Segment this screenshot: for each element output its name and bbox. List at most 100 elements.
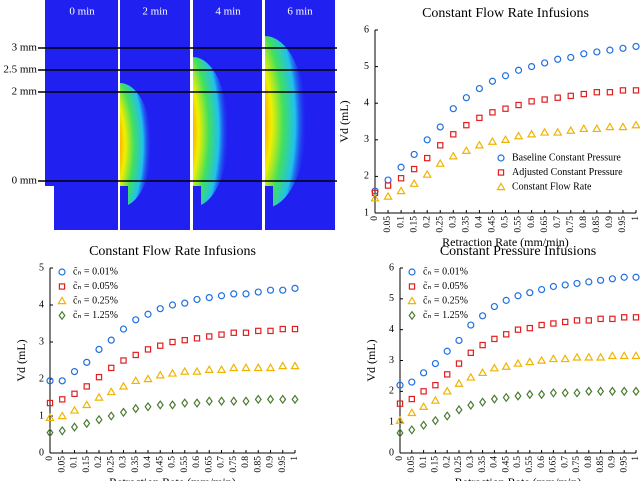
data-point: [193, 398, 201, 408]
data-point: [370, 193, 380, 202]
data-point: [620, 273, 628, 281]
x-tick-label: 0.45: [488, 216, 498, 233]
data-point: [181, 299, 189, 307]
data-point: [479, 397, 487, 407]
heat-region: [265, 36, 307, 208]
data-point: [631, 120, 640, 129]
data-point: [619, 44, 627, 52]
legend-marker: [408, 268, 416, 276]
y-tick-label: 6: [364, 24, 369, 35]
x-tick-label: 0.05: [407, 456, 417, 473]
data-point: [527, 62, 536, 71]
y-axis-label: Vd (mL): [337, 100, 351, 142]
data-point: [193, 335, 201, 342]
data-point: [487, 136, 498, 145]
data-point: [515, 101, 522, 109]
data-point: [395, 415, 405, 424]
data-point: [242, 329, 250, 336]
data-point: [437, 142, 444, 149]
y-tick-label: 0: [389, 447, 394, 458]
x-tick-label: 0.85: [592, 216, 602, 233]
data-point: [94, 392, 104, 401]
data-point: [489, 363, 500, 372]
x-tick-label: 0.7: [553, 216, 563, 228]
data-point: [443, 411, 451, 421]
heat-region: [120, 83, 152, 207]
data-point: [424, 154, 431, 162]
data-point: [455, 405, 463, 415]
data-point: [205, 396, 213, 407]
x-tick-label: 0.2: [94, 456, 104, 468]
data-point: [107, 336, 115, 344]
data-point: [491, 335, 498, 343]
data-point: [45, 413, 55, 422]
data-point: [513, 358, 523, 367]
data-point: [528, 98, 535, 105]
legend-marker: [407, 296, 417, 305]
data-point: [206, 333, 213, 340]
x-tick-label: 0.95: [619, 456, 629, 473]
data-point: [106, 387, 116, 396]
data-point: [443, 347, 451, 355]
data-point: [144, 401, 152, 412]
data-point: [553, 127, 563, 136]
data-point: [291, 284, 299, 292]
x-tick-label: 1: [631, 216, 640, 221]
data-point: [155, 370, 165, 379]
data-point: [597, 315, 604, 323]
data-point: [573, 317, 581, 324]
data-point: [526, 389, 534, 400]
data-point: [107, 411, 115, 421]
data-point: [632, 273, 640, 281]
data-point: [384, 176, 392, 184]
x-tick-label: 0.5: [501, 216, 511, 228]
x-tick-label: 0.05: [57, 456, 67, 473]
data-point: [619, 351, 629, 360]
data-point: [144, 310, 152, 318]
data-point: [608, 386, 616, 397]
data-point: [605, 122, 615, 131]
data-point: [526, 129, 537, 138]
time-label: 0 min: [69, 6, 95, 18]
y-axis-label: Vd (mL): [364, 339, 378, 381]
data-point: [46, 377, 54, 385]
data-point: [450, 131, 457, 138]
y-axis-label: Vd (mL): [14, 339, 28, 381]
y-tick-label: 5: [389, 293, 394, 304]
data-point: [514, 391, 522, 401]
x-tick-label: 0.85: [253, 456, 263, 473]
data-point: [204, 364, 214, 373]
y-tick-label: 0: [39, 447, 44, 458]
x-tick-label: 0: [370, 216, 380, 221]
data-point: [549, 388, 557, 398]
data-point: [230, 329, 237, 336]
data-point: [290, 361, 300, 370]
x-tick-label: 0.4: [475, 216, 485, 228]
data-point: [255, 327, 262, 335]
data-point: [144, 346, 152, 353]
sim-notch: [265, 186, 273, 230]
data-point: [467, 321, 475, 329]
data-point: [120, 357, 127, 364]
legend-label: c̃ₙ = 0.25%: [73, 295, 118, 306]
data-point: [384, 182, 392, 189]
y-tick-label: 4: [389, 324, 394, 335]
data-point: [118, 381, 129, 390]
legend-marker: [497, 169, 505, 176]
x-tick-label: 0.3: [119, 456, 129, 468]
data-point: [396, 186, 406, 195]
data-point: [597, 386, 605, 397]
x-tick-label: 0.1: [70, 456, 80, 468]
data-point: [631, 351, 640, 360]
data-point: [205, 294, 213, 302]
data-point: [266, 394, 275, 405]
x-tick-label: 0.35: [462, 216, 472, 233]
data-point: [632, 87, 640, 94]
y-tick-label: 1: [39, 410, 44, 421]
x-tick-label: 0.15: [82, 456, 92, 473]
data-point: [254, 288, 262, 296]
sim-notch: [120, 186, 128, 230]
data-point: [580, 90, 588, 98]
x-tick-label: 0.15: [431, 456, 441, 473]
x-axis-label: Retraction Rate (mm/min): [442, 235, 569, 249]
